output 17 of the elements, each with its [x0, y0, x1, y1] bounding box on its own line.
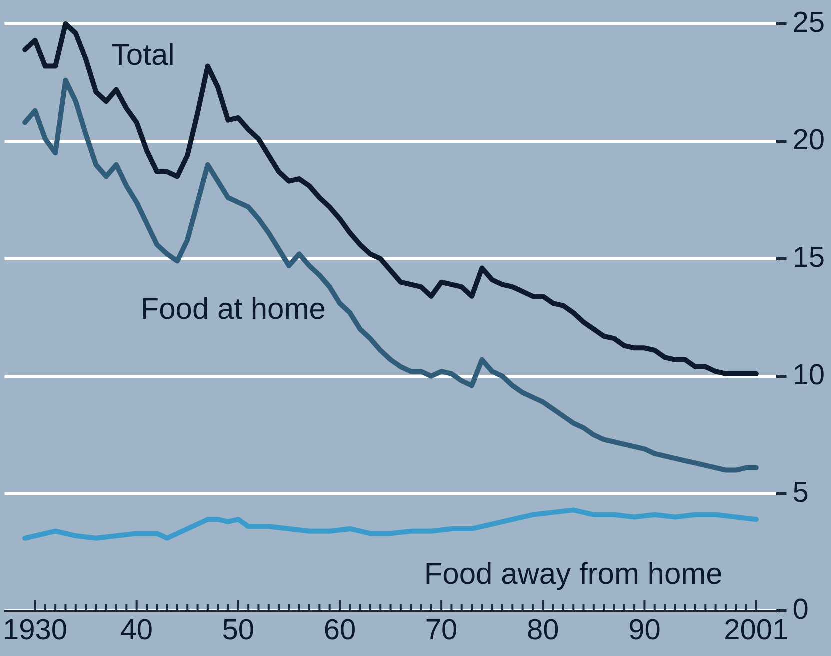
x-tick-label: 70	[425, 614, 458, 647]
x-tick-label: 90	[628, 614, 661, 647]
series-label: Food at home	[140, 292, 326, 326]
series-label: Total	[111, 39, 175, 72]
y-tick-label: 20	[792, 124, 826, 156]
x-tick-label: 1930	[3, 614, 68, 647]
series-label: Food away from home	[424, 558, 723, 592]
y-tick-label: 10	[792, 359, 826, 392]
y-tick-label: 25	[792, 7, 826, 39]
x-tick-label: 60	[324, 614, 356, 647]
x-tick-label: 2001	[724, 614, 789, 647]
y-tick-label: 5	[792, 476, 809, 509]
x-tick-label: 80	[526, 614, 560, 647]
y-tick-label: 0	[792, 594, 809, 626]
x-tick-label: 50	[222, 614, 255, 647]
y-tick-label: 15	[792, 242, 826, 274]
x-tick-label: 40	[120, 614, 153, 647]
